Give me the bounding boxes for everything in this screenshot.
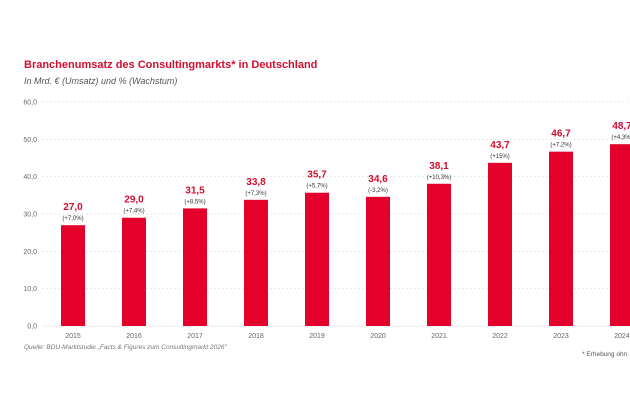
y-tick-label: 50,0 [23, 137, 37, 144]
bar [122, 217, 146, 326]
y-tick-label: 60,0 [23, 100, 37, 107]
value-label: 34,6 [368, 174, 388, 185]
bar [61, 225, 85, 326]
growth-label: (+4,3%) [611, 135, 630, 141]
growth-label: (+10,3%) [427, 175, 452, 181]
bar [366, 196, 390, 326]
x-tick-label: 2019 [309, 333, 325, 340]
data-labels: 27,0 (+7,0%) 29,0 (+7,4%) 31,5 (+8,5%) 33,8 (+7… [62, 121, 630, 222]
value-label: 27,0 [63, 202, 83, 213]
x-tick-label: 2022 [492, 333, 508, 340]
value-label: 48,7 [612, 121, 630, 132]
x-axis-ticks: 2015 2016 2017 2018 2019 2020 2021 2022 2023 2024 [65, 333, 630, 340]
growth-label: (+8,5%) [184, 199, 205, 205]
value-label: 29,0 [124, 195, 144, 206]
bar [305, 192, 329, 326]
x-tick-label: 2017 [187, 333, 203, 340]
y-tick-label: 10,0 [23, 286, 37, 293]
y-tick-label: 40,0 [23, 174, 37, 181]
growth-label: (+7,4%) [123, 209, 144, 215]
bar [610, 144, 630, 326]
y-tick-label: 20,0 [23, 249, 37, 256]
bar [549, 151, 573, 326]
value-label: 31,5 [185, 185, 205, 196]
value-label: 43,7 [490, 140, 510, 151]
bar [488, 162, 512, 326]
x-tick-label: 2020 [370, 333, 386, 340]
x-tick-label: 2016 [126, 333, 142, 340]
bars [61, 144, 630, 326]
footnote: * Erhebung ohn [582, 351, 628, 358]
chart-title: Branchenumsatz des Consultingmarkts* in … [24, 59, 318, 71]
x-tick-label: 2021 [431, 333, 447, 340]
x-tick-label: 2018 [248, 333, 264, 340]
growth-label: (+7,3%) [245, 191, 266, 197]
growth-label: (-3,2%) [368, 188, 388, 194]
growth-label: (+5,7%) [306, 184, 327, 190]
growth-label: (+7,2%) [550, 143, 571, 149]
x-tick-label: 2015 [65, 333, 81, 340]
source-note: Quelle: BDU-Marktstudie „Facts & Figures… [24, 344, 227, 351]
y-tick-label: 0,0 [27, 324, 37, 331]
y-axis-ticks: 0,0 10,0 20,0 30,0 40,0 50,0 60,0 [23, 100, 37, 331]
growth-label: (+7,0%) [62, 216, 83, 222]
value-label: 38,1 [429, 161, 449, 172]
x-tick-label: 2024 [614, 333, 630, 340]
growth-label: (+15%) [490, 154, 510, 160]
chart-subtitle: In Mrd. € (Umsatz) und % (Wachstum) [24, 76, 178, 86]
x-tick-label: 2023 [553, 333, 569, 340]
y-tick-label: 30,0 [23, 212, 37, 219]
bar [183, 208, 207, 326]
bar [244, 199, 268, 326]
value-label: 33,8 [246, 177, 266, 188]
value-label: 46,7 [551, 129, 571, 140]
value-label: 35,7 [307, 170, 327, 181]
bar [427, 183, 451, 326]
